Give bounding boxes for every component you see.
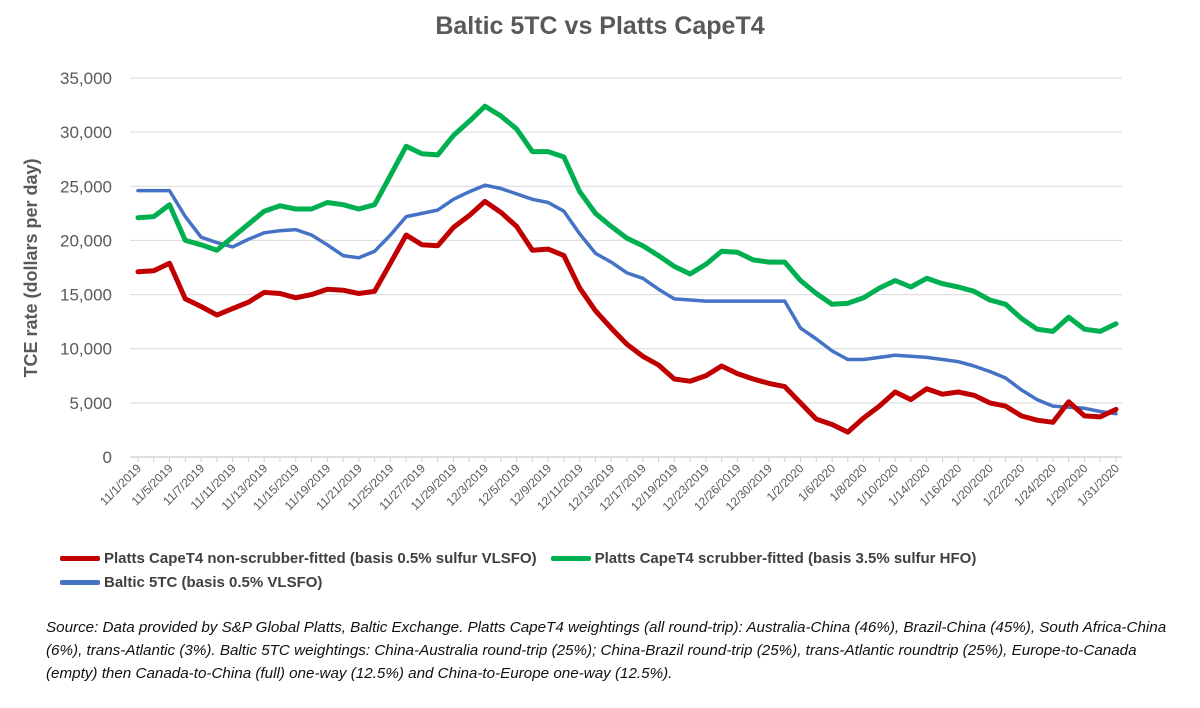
y-tick-label: 0 [103, 448, 112, 467]
y-tick-label: 20,000 [60, 231, 112, 250]
y-tick-label: 10,000 [60, 340, 112, 359]
y-tick-label: 25,000 [60, 177, 112, 196]
legend-item-baltic-5tc: Baltic 5TC (basis 0.5% VLSFO) [60, 574, 322, 591]
legend-swatch-blue [60, 579, 100, 585]
y-tick-label: 30,000 [60, 123, 112, 142]
source-note: Source: Data provided by S&P Global Plat… [46, 619, 1167, 682]
legend-item-non-scrubber: Platts CapeT4 non-scrubber-fitted (basis… [60, 550, 537, 567]
chart-title: Baltic 5TC vs Platts CapeT4 [435, 12, 764, 40]
y-tick-label: 5,000 [69, 394, 112, 413]
legend-swatch-red [60, 555, 100, 561]
line-chart: Baltic 5TC vs Platts CapeT4 TCE rate (do… [21, 12, 1122, 514]
y-tick-label: 15,000 [60, 286, 112, 305]
y-axis-ticks: 0 5,000 10,000 15,000 20,000 25,000 30,000 35,0… [60, 69, 112, 467]
series-line-1 [135, 103, 1119, 334]
gridlines [130, 77, 1122, 458]
legend-label: Platts CapeT4 scrubber-fitted (basis 3.5… [594, 549, 977, 567]
series-lines [135, 103, 1119, 435]
legend-item-scrubber: Platts CapeT4 scrubber-fitted (basis 3.5… [550, 549, 977, 567]
legend-label: Baltic 5TC (basis 0.5% VLSFO) [104, 573, 323, 591]
legend: Platts CapeT4 non-scrubber-fitted (basis… [60, 546, 1160, 594]
legend-swatch-green [550, 555, 591, 561]
x-axis-ticks: 11/1/201911/5/201911/7/201911/11/201911/… [97, 457, 1122, 514]
series-line-0 [135, 198, 1119, 435]
series-line-2 [136, 183, 1118, 416]
legend-label: Platts CapeT4 non-scrubber-fitted (basis… [104, 549, 537, 567]
y-tick-label: 35,000 [60, 69, 112, 88]
y-axis-label: TCE rate (dollars per day) [21, 158, 41, 377]
